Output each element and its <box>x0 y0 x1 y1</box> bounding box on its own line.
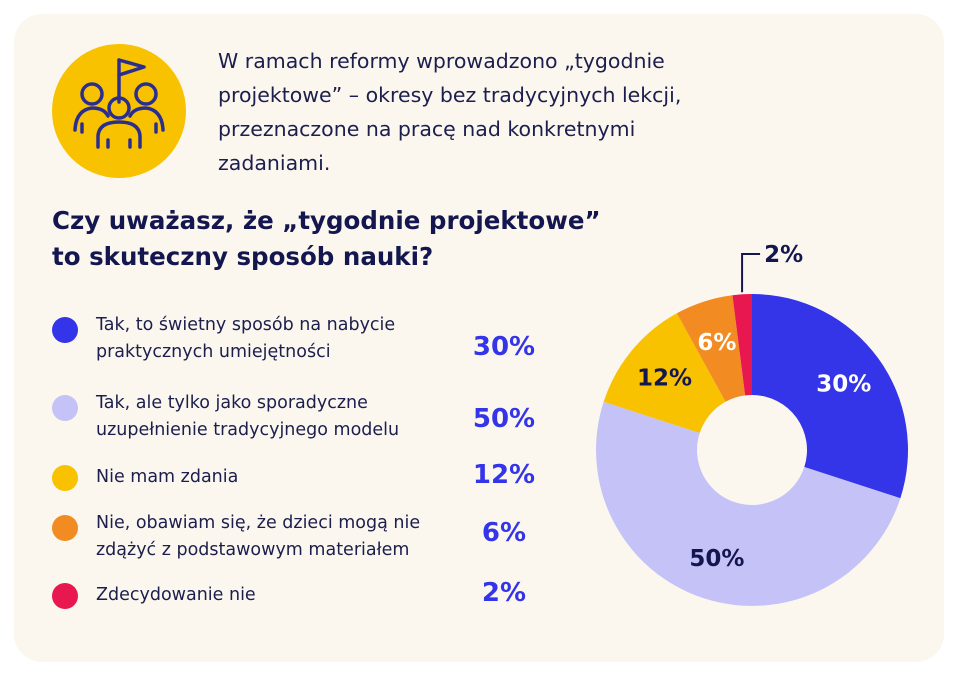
legend-value: 12% <box>472 460 536 490</box>
legend-item: Nie, obawiam się, że dzieci mogą nie zdą… <box>52 510 552 570</box>
team-flag-icon <box>73 58 165 149</box>
legend-value: 30% <box>472 332 536 362</box>
legend-dot <box>52 583 78 609</box>
legend-label: Zdecydowanie nie <box>96 585 256 605</box>
legend-dot <box>52 465 78 491</box>
pie-slice <box>752 294 908 499</box>
legend-item: Tak, ale tylko jako sporadyczne uzupełni… <box>52 390 552 450</box>
legend-label: Tak, to świetny sposób na nabycie prakty… <box>96 315 396 362</box>
slice-label: 6% <box>697 330 736 356</box>
badge <box>52 44 186 178</box>
legend-item: Nie mam zdania 12% <box>52 460 552 524</box>
pie-slice <box>732 294 752 396</box>
slice-label: 2% <box>764 242 803 268</box>
chart-title: Czy uważasz, że „tygodnie projektowe” to… <box>52 206 601 271</box>
slice-label: 12% <box>637 366 692 392</box>
legend-value: 6% <box>481 518 527 548</box>
legend-label: Nie mam zdania <box>96 467 239 487</box>
legend-value: 50% <box>472 404 536 434</box>
legend-label: Tak, ale tylko jako sporadyczne uzupełni… <box>96 393 400 440</box>
legend-value: 2% <box>481 578 527 608</box>
pie-slice <box>596 401 901 606</box>
slice-label: 50% <box>689 546 744 572</box>
legend-dot <box>52 515 78 541</box>
pie-slice <box>603 313 726 434</box>
pie-slice <box>676 295 746 402</box>
legend-label: Nie, obawiam się, że dzieci mogą nie zdą… <box>96 513 421 560</box>
legend-item: Tak, to świetny sposób na nabycie prakty… <box>52 312 552 372</box>
intro-text: W ramach reformy wprowadzono „tygodnie p… <box>218 49 682 175</box>
legend-item: Zdecydowanie nie 2% <box>52 578 552 642</box>
legend-dot <box>52 317 78 343</box>
legend-dot <box>52 395 78 421</box>
slice-label: 30% <box>816 371 871 397</box>
leader-line <box>741 253 761 293</box>
